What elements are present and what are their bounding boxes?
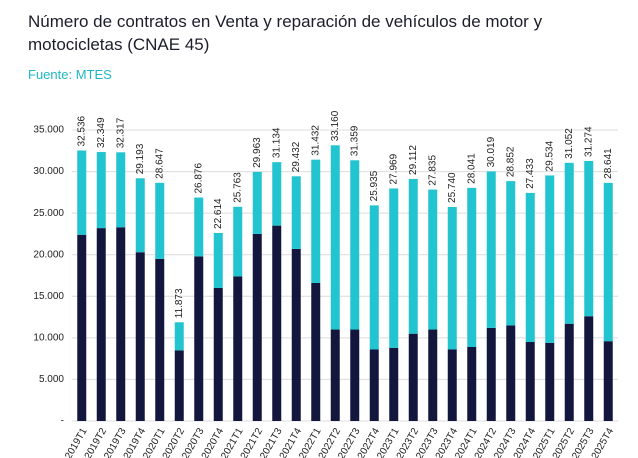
bar-segment bbox=[272, 225, 282, 421]
bar-segment bbox=[135, 252, 145, 421]
total-label: 33.160 bbox=[330, 110, 341, 141]
total-label: 29.112 bbox=[408, 145, 419, 175]
y-tick-label: 30.000 bbox=[33, 166, 64, 177]
y-tick-label: 5.000 bbox=[39, 374, 64, 385]
total-label: 27.835 bbox=[427, 155, 438, 186]
bar-segment bbox=[525, 192, 535, 343]
bar-segment bbox=[486, 171, 496, 328]
total-label: 26.876 bbox=[193, 163, 204, 194]
y-tick-label: 20.000 bbox=[33, 249, 64, 260]
y-tick-label: - bbox=[61, 416, 64, 427]
bar-segment bbox=[155, 182, 165, 259]
total-label: 25.740 bbox=[447, 172, 458, 203]
total-label: 31.134 bbox=[271, 127, 282, 158]
bar-segment bbox=[77, 150, 87, 235]
chart-title: Número de contratos en Venta y reparació… bbox=[28, 12, 543, 54]
total-label: 22.614 bbox=[213, 198, 224, 229]
bar-segment bbox=[486, 327, 496, 421]
bar-segment bbox=[311, 282, 321, 421]
bar-segment bbox=[96, 152, 106, 229]
total-label: 31.274 bbox=[583, 126, 594, 157]
total-label: 28.647 bbox=[154, 148, 165, 179]
bar-segment bbox=[213, 287, 223, 421]
bar-segment bbox=[389, 347, 399, 421]
bar-segment bbox=[174, 350, 184, 421]
bar-segment bbox=[584, 316, 594, 421]
chart-subtitle: Fuente: MTES bbox=[28, 67, 112, 82]
y-tick-label: 35.000 bbox=[33, 125, 64, 136]
total-label: 25.935 bbox=[369, 170, 380, 201]
bar-segment bbox=[545, 342, 555, 421]
total-label: 29.193 bbox=[135, 143, 146, 174]
bar-segment bbox=[155, 258, 165, 421]
bar-segment bbox=[447, 206, 457, 350]
bar-segment bbox=[584, 160, 594, 317]
bar-segment bbox=[233, 276, 243, 421]
total-label: 29.432 bbox=[291, 141, 302, 172]
total-label: 29.963 bbox=[252, 137, 263, 168]
bar-segment bbox=[506, 325, 516, 421]
bar-segment bbox=[408, 333, 418, 421]
bar-segment bbox=[194, 256, 204, 421]
bar-segment bbox=[350, 329, 360, 421]
total-label: 27.969 bbox=[388, 153, 399, 184]
total-label: 31.432 bbox=[310, 125, 321, 156]
total-label: 29.534 bbox=[544, 140, 555, 171]
total-label: 32.349 bbox=[96, 117, 107, 148]
bar-segment bbox=[194, 197, 204, 257]
total-label: 11.873 bbox=[174, 288, 185, 318]
y-tick-label: 25.000 bbox=[33, 208, 64, 219]
bar-segment bbox=[603, 182, 613, 342]
bar-segment bbox=[369, 349, 379, 421]
bar-segment bbox=[272, 162, 282, 226]
bar-segment bbox=[233, 206, 243, 277]
bar-segment bbox=[213, 232, 223, 288]
bar-segment bbox=[603, 341, 613, 421]
bar-segment bbox=[467, 347, 477, 421]
bar-segment bbox=[447, 349, 457, 421]
total-label: 27.433 bbox=[525, 158, 536, 189]
bar-segment bbox=[96, 228, 106, 421]
bar-segment bbox=[467, 187, 477, 348]
y-tick-label: 15.000 bbox=[33, 291, 64, 302]
total-label: 28.041 bbox=[466, 153, 477, 184]
total-label: 31.359 bbox=[349, 125, 360, 156]
bar-segment bbox=[564, 323, 574, 421]
bar-segment bbox=[330, 329, 340, 421]
bar-segment bbox=[369, 205, 379, 350]
bar-segment bbox=[506, 181, 516, 326]
bar-segment bbox=[330, 145, 340, 330]
bar-segment bbox=[116, 227, 126, 421]
bar-segment bbox=[389, 188, 399, 348]
bar-segment bbox=[135, 178, 145, 253]
total-label: 30.019 bbox=[486, 136, 497, 167]
bar-segment bbox=[350, 160, 360, 330]
bar-segment bbox=[311, 159, 321, 283]
bar-segment bbox=[408, 178, 418, 334]
total-label: 32.536 bbox=[76, 115, 87, 146]
bar-segment bbox=[77, 234, 87, 421]
bar-segment bbox=[525, 342, 535, 421]
total-label: 28.641 bbox=[603, 148, 614, 179]
bar-segment bbox=[428, 329, 438, 421]
bar-segment bbox=[428, 189, 438, 330]
bar-segment bbox=[116, 152, 126, 228]
bar-segment bbox=[291, 176, 301, 249]
y-tick-label: 10.000 bbox=[33, 332, 64, 343]
total-label: 32.317 bbox=[115, 117, 126, 148]
bar-segment bbox=[291, 248, 301, 421]
bar-segment bbox=[564, 162, 574, 324]
bar-segment bbox=[174, 322, 184, 351]
bar-segment bbox=[252, 171, 262, 234]
bar-segment bbox=[545, 175, 555, 343]
bar-segment bbox=[252, 233, 262, 421]
total-label: 25.763 bbox=[232, 172, 243, 203]
total-label: 31.052 bbox=[564, 128, 575, 159]
total-label: 28.852 bbox=[505, 146, 516, 177]
